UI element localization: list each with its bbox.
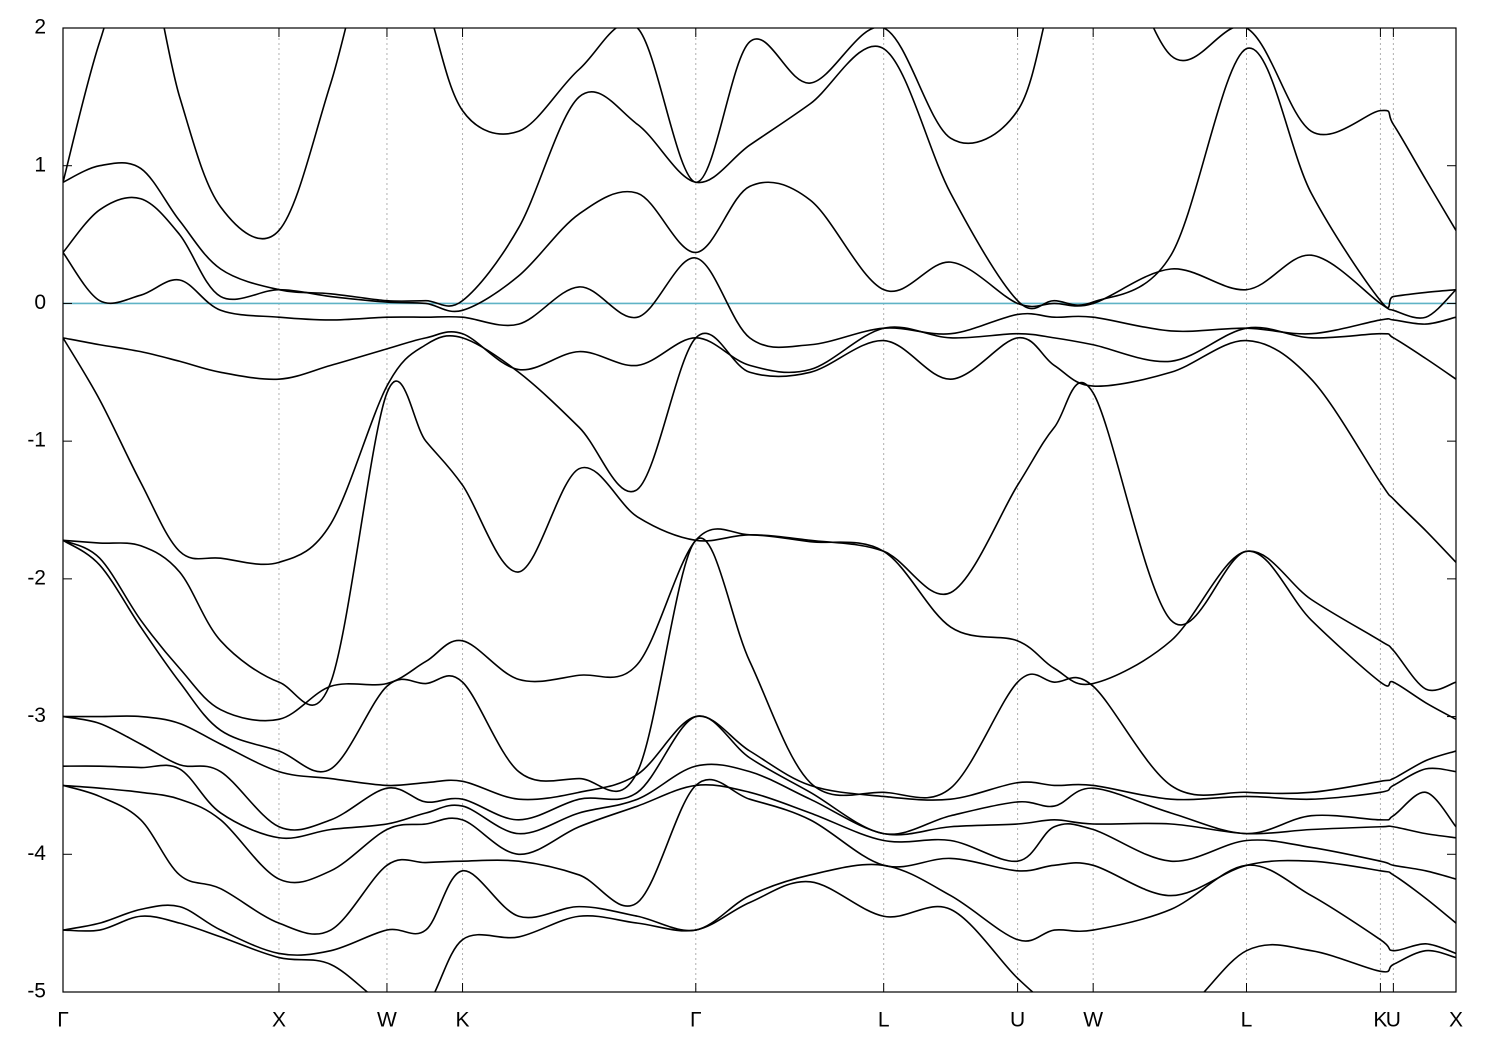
x-tick-label: L (1241, 1009, 1253, 1032)
band-line (63, 380, 1456, 706)
y-tick-label: 0 (34, 291, 46, 314)
band-line (63, 28, 1456, 240)
bands-layer (63, 28, 1456, 992)
x-tick-label: L (878, 1009, 890, 1032)
y-tick-label: -2 (27, 566, 46, 589)
band-line (63, 880, 1456, 992)
x-tick-label: U (1386, 1009, 1401, 1032)
band-line (63, 326, 1456, 381)
band-line (63, 715, 1456, 801)
band-line (63, 251, 1456, 349)
grid-layer (63, 28, 1456, 992)
band-line (63, 45, 1456, 310)
band-line (63, 181, 1456, 319)
band-line (63, 763, 1456, 840)
band-line (63, 778, 1456, 935)
x-tick-label: X (1449, 1009, 1463, 1032)
y-tick-label: -3 (27, 704, 46, 727)
x-tick-label: K (1373, 1009, 1387, 1032)
band-line (63, 784, 1456, 884)
band-line (63, 332, 1456, 566)
y-tick-label: -1 (27, 429, 46, 452)
x-tick-label: U (1010, 1009, 1025, 1032)
x-tick-label: W (377, 1009, 397, 1032)
x-tick-label: K (456, 1009, 470, 1032)
x-tick-label: X (272, 1009, 286, 1032)
y-tick-label: -4 (27, 842, 46, 865)
band-line (63, 863, 1456, 956)
y-tick-label: -5 (27, 980, 46, 1003)
x-tick-label: Γ (57, 1009, 69, 1032)
y-tick-label: 2 (34, 16, 46, 39)
band-line (63, 715, 1456, 836)
plot-frame (62, 27, 1457, 993)
x-tick-label: Γ (690, 1009, 702, 1032)
x-tick-label: W (1083, 1009, 1103, 1032)
band-line (63, 537, 1456, 799)
band-line (63, 528, 1456, 722)
y-tick-label: 1 (34, 153, 46, 176)
